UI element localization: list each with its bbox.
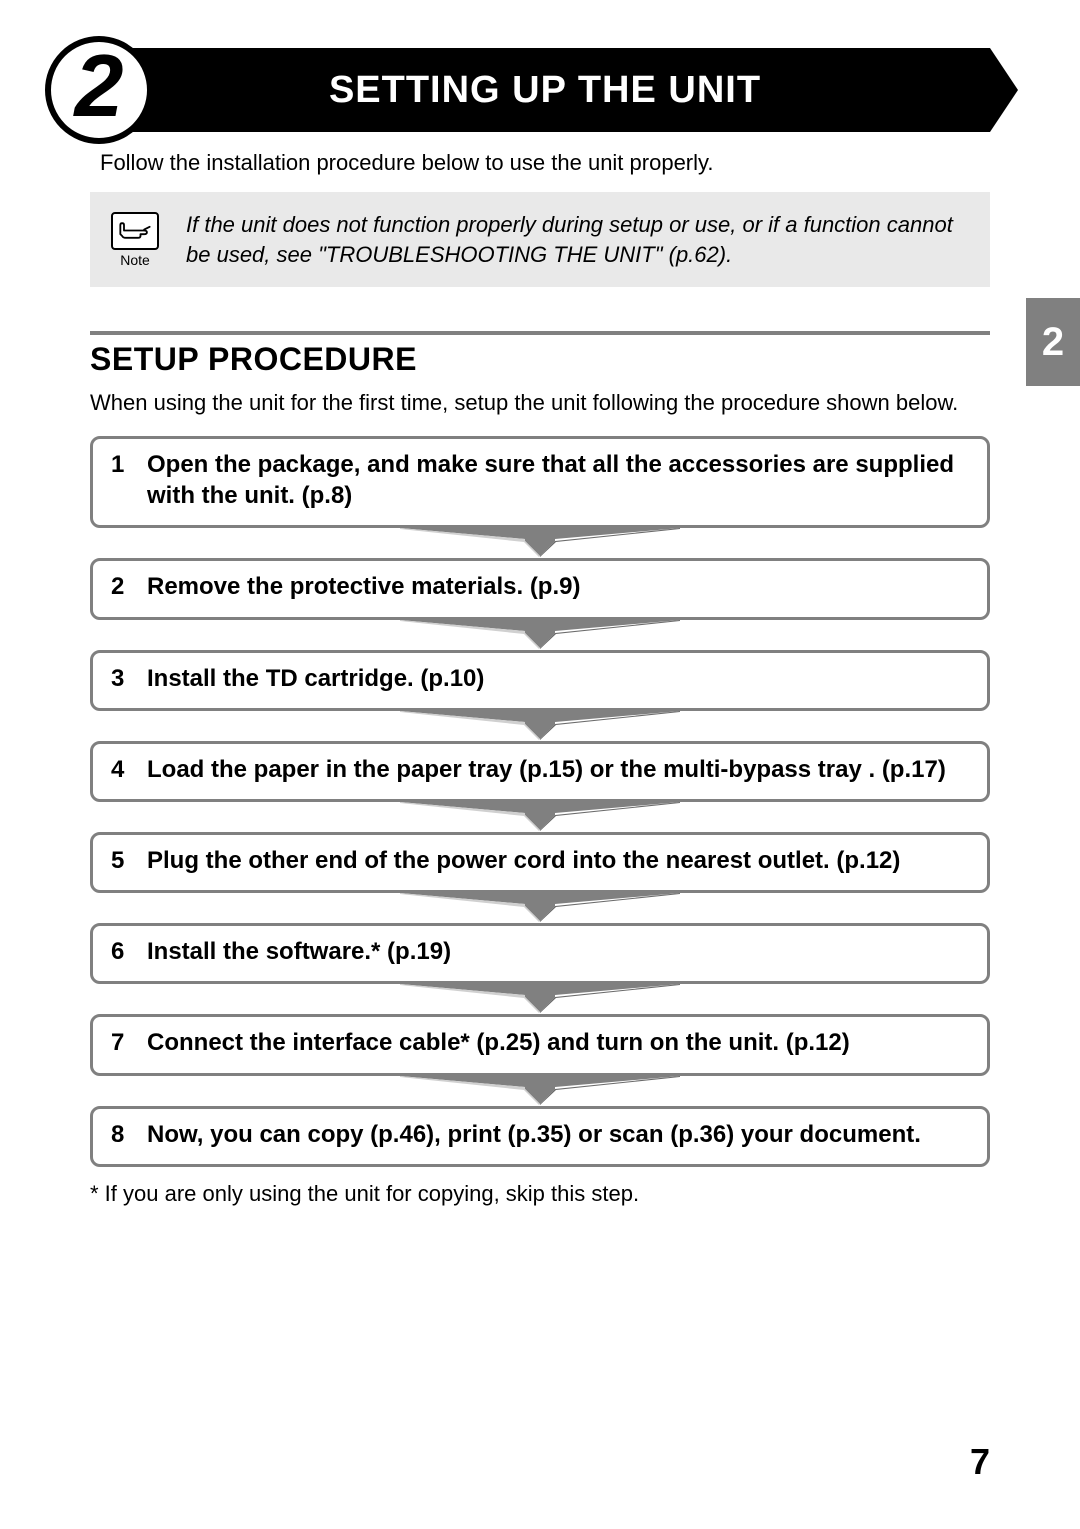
step-number: 4 bbox=[111, 754, 133, 785]
step-text: Connect the interface cable* (p.25) and … bbox=[147, 1027, 850, 1058]
step-number: 6 bbox=[111, 936, 133, 967]
note-callout: Note If the unit does not function prope… bbox=[90, 192, 990, 287]
note-label: Note bbox=[120, 252, 150, 268]
step-box: 7 Connect the interface cable* (p.25) an… bbox=[90, 1014, 990, 1075]
section-description: When using the unit for the first time, … bbox=[90, 388, 990, 418]
chapter-number-badge: 2 bbox=[45, 36, 153, 144]
flow-arrow-icon bbox=[90, 528, 990, 558]
flow-arrow-icon bbox=[90, 620, 990, 650]
flow-arrow-icon bbox=[90, 802, 990, 832]
step-box: 8 Now, you can copy (p.46), print (p.35)… bbox=[90, 1106, 990, 1167]
step-box: 1 Open the package, and make sure that a… bbox=[90, 436, 990, 528]
step-text: Remove the protective materials. (p.9) bbox=[147, 571, 580, 602]
step-number: 5 bbox=[111, 845, 133, 876]
step-box: 5 Plug the other end of the power cord i… bbox=[90, 832, 990, 893]
section-heading: SETUP PROCEDURE bbox=[90, 341, 990, 378]
step-box: 3 Install the TD cartridge. (p.10) bbox=[90, 650, 990, 711]
step-box: 4 Load the paper in the paper tray (p.15… bbox=[90, 741, 990, 802]
step-text: Install the TD cartridge. (p.10) bbox=[147, 663, 484, 694]
step-text: Plug the other end of the power cord int… bbox=[147, 845, 900, 876]
hand-pointing-icon bbox=[111, 212, 159, 250]
section-rule bbox=[90, 331, 990, 335]
steps-list: 1 Open the package, and make sure that a… bbox=[90, 436, 990, 1167]
step-number: 1 bbox=[111, 449, 133, 511]
step-text: Install the software.* (p.19) bbox=[147, 936, 451, 967]
section-header: SETUP PROCEDURE bbox=[90, 331, 990, 378]
step-number: 2 bbox=[111, 571, 133, 602]
step-number: 3 bbox=[111, 663, 133, 694]
chapter-title: SETTING UP THE UNIT bbox=[329, 69, 761, 112]
step-text: Now, you can copy (p.46), print (p.35) o… bbox=[147, 1119, 921, 1150]
step-text: Load the paper in the paper tray (p.15) … bbox=[147, 754, 946, 785]
step-number: 7 bbox=[111, 1027, 133, 1058]
manual-page: SETTING UP THE UNIT 2 Follow the install… bbox=[0, 0, 1080, 1529]
flow-arrow-icon bbox=[90, 1076, 990, 1106]
chapter-number: 2 bbox=[75, 42, 124, 130]
flow-arrow-icon bbox=[90, 984, 990, 1014]
intro-text: Follow the installation procedure below … bbox=[100, 150, 990, 176]
page-number: 7 bbox=[970, 1441, 990, 1483]
flow-arrow-icon bbox=[90, 711, 990, 741]
side-chapter-tab: 2 bbox=[1026, 298, 1080, 386]
note-icon-wrap: Note bbox=[110, 212, 160, 268]
step-number: 8 bbox=[111, 1119, 133, 1150]
flow-arrow-icon bbox=[90, 893, 990, 923]
step-box: 6 Install the software.* (p.19) bbox=[90, 923, 990, 984]
step-text: Open the package, and make sure that all… bbox=[147, 449, 969, 511]
note-text: If the unit does not function properly d… bbox=[186, 210, 960, 269]
chapter-header: SETTING UP THE UNIT 2 bbox=[90, 48, 990, 132]
side-tab-number: 2 bbox=[1042, 320, 1064, 365]
chapter-title-bar: SETTING UP THE UNIT bbox=[100, 48, 990, 132]
step-box: 2 Remove the protective materials. (p.9) bbox=[90, 558, 990, 619]
footnote: * If you are only using the unit for cop… bbox=[90, 1181, 990, 1207]
